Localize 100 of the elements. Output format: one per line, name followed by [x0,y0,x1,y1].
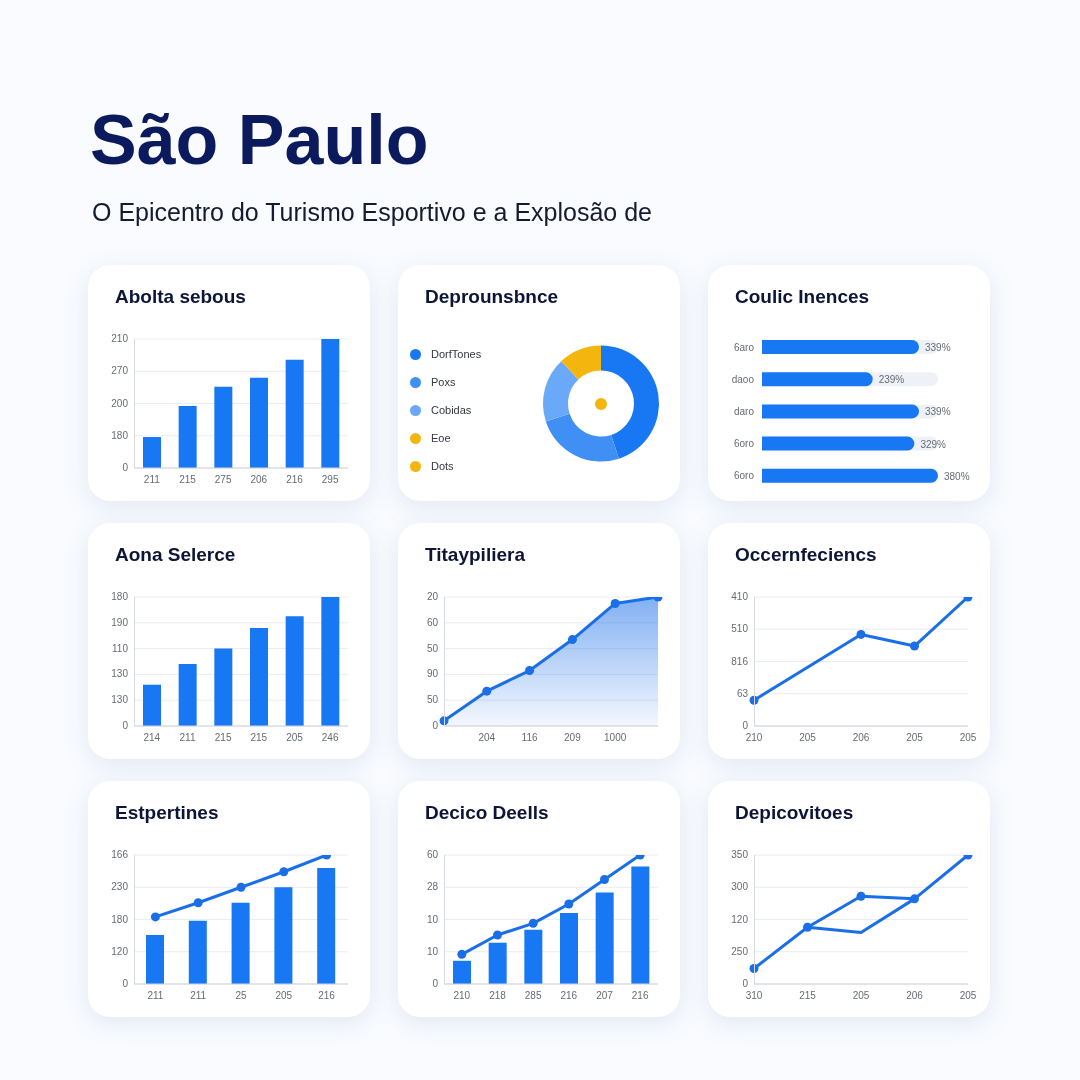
text: 90 [426,668,438,681]
x-tick-label: 204 [478,732,496,744]
text: 270 [111,365,128,378]
y-tick-label: daoo [731,373,755,385]
y-tick-label: 6oro [733,438,755,450]
chart-title: Abolta sebous [115,286,246,308]
x-tick-label: 215 [250,732,268,744]
legend-label: DorfTones [431,347,482,360]
x-tick-label: 206 [906,990,924,1002]
text: 60 [426,616,438,629]
text: 130 [111,668,128,681]
chart-title: Deprounsbnce [425,286,559,308]
x-tick-label: 205 [906,732,924,744]
text: 816 [731,655,748,668]
x-tick-label: 211 [190,990,207,1002]
y-tick-label: 6oro [733,470,755,482]
chart-title: Depicovitoes [735,802,854,824]
data-label: 329% [920,438,947,450]
text: 120 [111,945,128,958]
y-tick-label: daro [733,406,755,418]
x-tick-label: 1000 [604,732,627,744]
text: 200 [111,397,128,410]
x-tick-label: 295 [321,474,339,486]
x-tick-label: 205 [959,990,977,1002]
text: 50 [426,642,438,655]
x-tick-label: 207 [596,990,614,1002]
text: 20 [426,591,438,603]
text: 300 [731,881,748,894]
text: 0 [122,978,128,990]
x-tick-label: 205 [852,990,870,1002]
x-tick-label: 205 [275,990,293,1002]
text: 63 [736,687,748,700]
x-tick-label: 211 [179,732,196,744]
data-label: 339% [925,342,951,353]
x-tick-label: 215 [179,474,197,486]
legend-label: Cobidas [431,403,472,416]
text: 410 [731,591,748,603]
x-tick-label: 205 [286,732,304,744]
x-tick-label: 116 [521,732,538,744]
data-label: 339% [925,406,951,418]
text: O Epicentro do Turismo Esportivo e a Explosão de [92,198,653,227]
x-tick-label: 206 [250,474,268,486]
text: 10 [426,945,438,958]
text: 28 [426,881,438,894]
text: 120 [731,913,748,926]
text: 50 [426,694,438,707]
x-tick-label: 216 [631,990,649,1002]
chart-title: Titaypiliera [425,544,525,566]
text: 190 [111,616,128,629]
x-tick-label: 216 [286,474,304,486]
x-tick-label: 211 [143,474,161,486]
x-tick-label: 214 [143,732,161,744]
x-tick-label: 275 [214,474,232,486]
legend-label: Dots [431,459,454,472]
text: São Paulo [90,100,429,181]
chart-title: Estpertines [115,802,219,824]
x-tick-label: 205 [959,732,977,744]
x-tick-label: 216 [560,990,578,1002]
text: 0 [122,462,128,474]
x-tick-label: 310 [745,990,763,1002]
legend-label: Eoe [431,431,451,444]
chart-title: Coulic Inences [735,286,870,308]
chart-title: Decico Deells [425,802,549,824]
text: 166 [111,849,128,861]
text: 60 [426,849,438,861]
text: 0 [122,720,128,732]
x-tick-label: 210 [745,732,763,744]
x-tick-label: 206 [852,732,870,744]
y-tick-label: 6aro [733,341,755,353]
text: 180 [111,429,128,442]
text: 0 [742,978,748,990]
text: 130 [111,694,128,707]
chart-title: Occernfeciencs [735,544,877,566]
text: 230 [111,881,128,894]
x-tick-label: 215 [799,990,817,1002]
text: 0 [432,978,438,990]
x-tick-label: 209 [564,732,582,744]
x-tick-label: 285 [524,990,542,1002]
text: 10 [426,913,438,926]
x-tick-label: 210 [453,990,471,1002]
chart-title: Aona Selerce [115,544,236,566]
x-tick-label: 211 [147,990,164,1002]
x-tick-label: 216 [318,990,336,1002]
x-tick-label: 215 [214,732,232,744]
text: 210 [111,333,128,345]
data-label: 380% [944,470,970,482]
text: 180 [111,591,128,603]
x-tick-label: 205 [799,732,817,744]
text: 180 [111,913,128,926]
x-tick-label: 218 [489,990,507,1002]
text: 0 [742,720,748,732]
text: 0 [432,720,438,732]
x-tick-label: 246 [321,732,339,744]
text: 350 [731,849,748,861]
data-label: 239% [878,374,905,386]
text: 510 [731,623,748,636]
legend-label: Poxs [431,375,456,388]
x-tick-label: 25 [235,990,247,1002]
text: 110 [112,642,128,655]
text: 250 [731,945,748,958]
